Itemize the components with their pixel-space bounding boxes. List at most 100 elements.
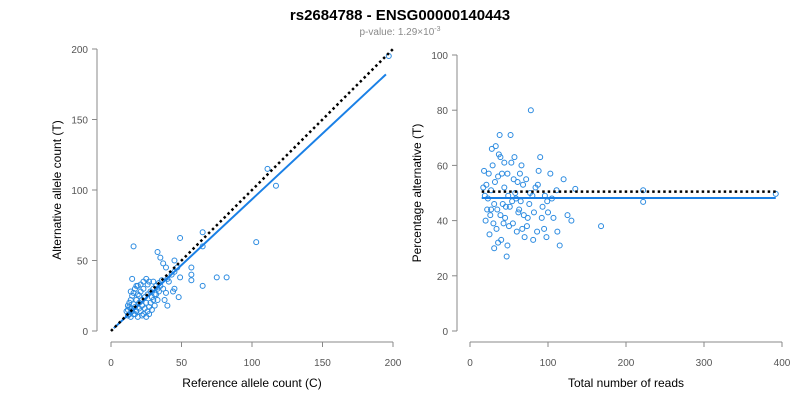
data-point (554, 228, 561, 235)
data-point (553, 187, 560, 194)
data-point (160, 260, 167, 267)
data-point (162, 264, 169, 271)
data-point (150, 296, 157, 303)
data-point (480, 184, 487, 191)
data-point (188, 277, 195, 284)
data-point (188, 271, 195, 278)
data-point (517, 198, 524, 205)
data-point (272, 182, 279, 189)
data-point (143, 275, 150, 282)
data-point (485, 170, 492, 177)
p-value-text: p-value: 1.29×10 (359, 27, 434, 38)
data-point (162, 289, 169, 296)
data-point (264, 165, 271, 172)
y-tick-label: 200 (71, 45, 88, 56)
data-point (502, 214, 509, 221)
data-point (146, 304, 153, 311)
y-tick-label: 100 (431, 51, 448, 62)
data-point (489, 162, 496, 169)
data-point (504, 170, 511, 177)
data-point (177, 234, 184, 241)
x-tick-label: 0 (467, 358, 473, 369)
data-point (171, 285, 178, 292)
y-tick-label: 80 (437, 106, 449, 117)
data-point (126, 304, 133, 311)
x-tick-label: 100 (244, 358, 261, 369)
data-point (547, 170, 554, 177)
data-point (140, 278, 147, 285)
data-point (521, 234, 528, 241)
data-point (130, 243, 137, 250)
data-point (155, 288, 162, 295)
data-point (541, 225, 548, 232)
data-point (139, 312, 146, 319)
data-point (171, 257, 178, 264)
data-point (129, 275, 136, 282)
y-axis-label: Alternative allele count (T) (50, 120, 64, 259)
data-point (136, 305, 143, 312)
data-point (484, 206, 491, 213)
data-point (134, 282, 141, 289)
data-point (520, 181, 527, 188)
data-point (488, 187, 495, 194)
y-tick-label: 20 (437, 272, 449, 283)
data-point (501, 159, 508, 166)
x-tick-label: 300 (696, 358, 713, 369)
data-point (772, 190, 779, 197)
data-point (499, 201, 506, 208)
x-tick-label: 0 (108, 358, 114, 369)
data-point (527, 190, 534, 196)
y-tick-label: 40 (437, 217, 449, 228)
data-point (482, 217, 489, 224)
data-point (170, 288, 177, 295)
data-point (503, 253, 510, 260)
data-point (530, 209, 537, 216)
data-point (199, 282, 206, 289)
y-axis-label: Percentage alternative (T) (410, 124, 424, 263)
x-tick-label: 200 (618, 358, 635, 369)
data-point (491, 201, 498, 208)
x-tick-label: 50 (176, 358, 188, 369)
data-point (550, 214, 557, 221)
data-point (160, 285, 167, 292)
data-point (526, 201, 533, 208)
data-point (524, 214, 531, 221)
data-point (161, 296, 168, 303)
data-point (486, 231, 493, 238)
data-point (253, 239, 260, 246)
data-point (188, 264, 195, 271)
data-point (516, 206, 523, 213)
data-point (133, 296, 140, 303)
y-tick-label: 100 (71, 186, 88, 197)
data-point (560, 176, 567, 183)
data-point (510, 176, 517, 183)
data-point (491, 245, 498, 252)
data-point (501, 184, 508, 191)
data-point (500, 220, 507, 227)
y-tick-label: 0 (82, 327, 88, 338)
data-point (498, 236, 505, 243)
data-point (498, 170, 505, 177)
data-point (507, 132, 514, 139)
data-point (506, 223, 512, 230)
data-point (492, 143, 499, 150)
data-point (516, 170, 523, 177)
data-point (513, 228, 520, 235)
y-tick-label: 150 (71, 116, 88, 127)
data-point (483, 181, 490, 188)
data-point (493, 225, 500, 232)
chart-subtitle: p-value: 1.29×10-3 (359, 26, 440, 38)
data-point (564, 212, 571, 219)
data-point (545, 209, 551, 216)
data-point (157, 254, 164, 261)
data-point (523, 223, 530, 230)
data-point (223, 274, 230, 281)
reference-line (110, 48, 394, 332)
x-tick-label: 200 (385, 358, 402, 369)
x-tick-label: 400 (774, 358, 791, 369)
data-point (127, 288, 134, 295)
data-point (154, 249, 161, 256)
y-tick-label: 60 (437, 161, 449, 172)
data-point (534, 181, 541, 188)
data-point (177, 274, 184, 281)
